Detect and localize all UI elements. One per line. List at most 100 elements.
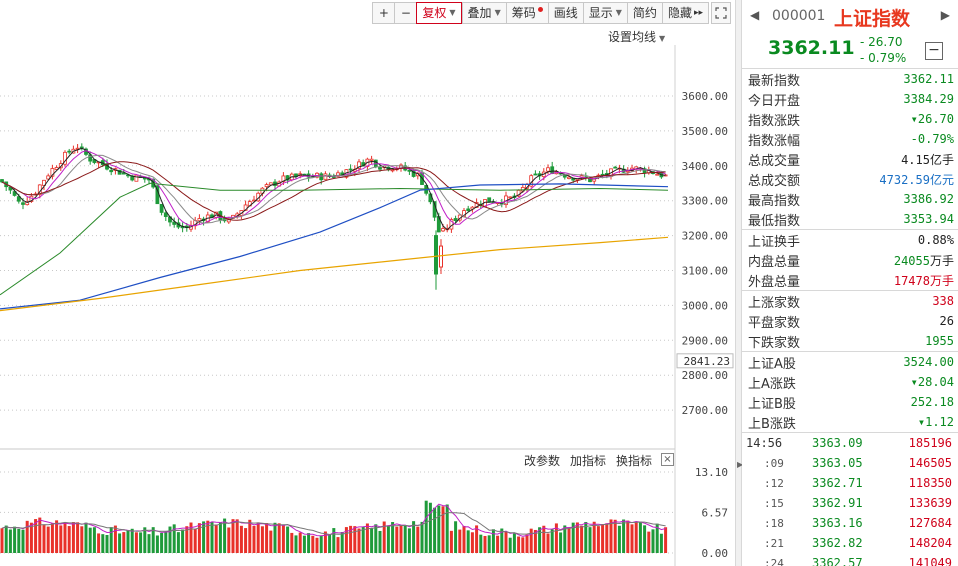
switch-indicator-button[interactable]: 换指标: [616, 454, 653, 468]
quote-value-wrap: 24055万手: [894, 252, 954, 269]
volume-bar: [252, 525, 256, 553]
volume-bar: [4, 525, 8, 553]
candle-body: [8, 186, 13, 191]
volume-bar: [197, 523, 201, 553]
volume-bar: [659, 533, 663, 553]
candle-body: [42, 179, 46, 186]
quote-row: 总成交量 4.15亿手: [742, 149, 958, 169]
quote-value-wrap: ▾1.12: [918, 415, 954, 430]
quote-label: 外盘总量: [748, 274, 801, 290]
volume-bar: [634, 521, 638, 553]
volume-bar: [554, 523, 558, 553]
quote-value: 17478: [893, 273, 930, 288]
yincang-button[interactable]: 隐藏 ▸▸: [661, 2, 709, 24]
candle-body: [613, 166, 618, 169]
panel-splitter[interactable]: ▶: [735, 0, 744, 566]
jianyue-button[interactable]: 简约: [626, 2, 662, 24]
add-indicator-button[interactable]: 加指标: [570, 454, 607, 468]
tick-time: 14:56: [746, 436, 783, 450]
xianshi-dropdown[interactable]: 显示 ▼: [582, 2, 627, 24]
chart-toolbar: + − 复权 ▼ 叠加 ▼ 筹码 画线 显示 ▼ 简约 隐藏 ▸▸: [372, 2, 709, 24]
volume-bar: [622, 519, 626, 553]
expand-button[interactable]: [711, 2, 731, 24]
candle-body: [172, 221, 177, 225]
quote-row: 平盘家数 26: [742, 311, 958, 331]
ma-setting-dropdown[interactable]: 设置均线 ▼: [608, 28, 665, 45]
huaxian-button[interactable]: 画线: [547, 2, 583, 24]
prev-stock-icon[interactable]: ◀: [750, 8, 760, 22]
candle-body: [369, 158, 374, 161]
volume-bar: [664, 527, 668, 553]
price-tick-label: 3000.00: [682, 299, 728, 312]
volume-bar: [46, 526, 50, 553]
fuquan-label: 复权: [422, 6, 447, 20]
volume-bar: [319, 535, 323, 553]
volume-bar: [55, 520, 59, 553]
chouma-button[interactable]: 筹码: [505, 2, 548, 24]
candle-body: [567, 176, 571, 179]
volume-bar: [353, 526, 357, 553]
candle-body: [411, 170, 416, 177]
candle-body: [46, 175, 51, 180]
volume-bar: [521, 537, 525, 553]
volume-bar: [38, 517, 42, 553]
candle-body: [121, 172, 126, 175]
quote-value-wrap: 1955: [925, 334, 954, 349]
candle-body: [25, 201, 30, 206]
stock-code: 000001: [772, 8, 826, 24]
volume-bar: [613, 519, 617, 553]
volume-bar: [441, 506, 445, 553]
quote-value: 0.88%: [917, 232, 954, 247]
candle-body: [378, 167, 382, 170]
diejia-label: 叠加: [467, 6, 492, 20]
candle-body: [508, 196, 513, 199]
next-stock-icon[interactable]: ▶: [940, 8, 950, 22]
quote-unit: 万手: [929, 273, 954, 288]
quote-label: 最低指数: [748, 213, 801, 229]
tick-time: :09: [764, 456, 784, 470]
volume-bar: [416, 526, 420, 553]
volume-bar: [97, 533, 101, 553]
ma30-line: [1, 161, 666, 221]
close-indicator-button[interactable]: ×: [661, 453, 674, 466]
collapse-button[interactable]: −: [925, 42, 943, 60]
quote-value: 24055: [893, 253, 930, 268]
volume-bar: [508, 537, 512, 553]
volume-bar: [617, 525, 621, 553]
volume-bar: [504, 531, 508, 553]
diejia-dropdown[interactable]: 叠加 ▼: [461, 2, 506, 24]
volume-bar: [361, 526, 365, 553]
kline-chart-pane[interactable]: 3600.00 3500.00 3400.00 3300.00 3200.00 3100.…: [0, 0, 735, 566]
tick-time: :24: [764, 556, 784, 566]
quote-value: ▾1.12: [917, 414, 954, 429]
volume-bar: [349, 525, 353, 553]
volume-bar: [567, 528, 571, 553]
volume-tick-label: 13.10: [695, 466, 728, 479]
collapse-arrow-icon[interactable]: ▶: [737, 460, 744, 469]
ma120-line: [0, 183, 669, 310]
tick-time: :21: [764, 536, 784, 550]
volume-bar: [332, 528, 336, 553]
volume-bar: [231, 519, 235, 553]
volume-bar: [239, 525, 243, 553]
candle-body: [336, 172, 340, 177]
zoom-in-button[interactable]: +: [372, 2, 395, 24]
price-tick-label: 3600.00: [682, 90, 728, 103]
quote-value: 338: [932, 293, 954, 308]
quote-label: 指数涨跌: [748, 113, 801, 129]
volume-bar: [533, 529, 537, 553]
fuquan-dropdown[interactable]: 复权 ▼: [416, 2, 462, 24]
price-tick-label: 3200.00: [682, 230, 728, 243]
quote-header: ◀ 000001 上证指数 ▶: [742, 0, 958, 33]
zoom-out-button[interactable]: −: [394, 2, 417, 24]
volume-tick-label: 0.00: [702, 547, 729, 560]
volume-bar: [147, 534, 151, 553]
kline-chart-canvas[interactable]: 3600.00 3500.00 3400.00 3300.00 3200.00 3100.…: [0, 0, 735, 566]
volume-bar: [63, 523, 67, 553]
quote-price-row: 3362.11 - 26.70 - 0.79% −: [742, 33, 958, 69]
quote-value-wrap: 4.15亿手: [901, 151, 954, 168]
candle-body: [159, 203, 164, 213]
volume-bar: [487, 535, 491, 553]
tick-time: :15: [764, 496, 784, 510]
change-params-button[interactable]: 改参数: [524, 454, 561, 468]
